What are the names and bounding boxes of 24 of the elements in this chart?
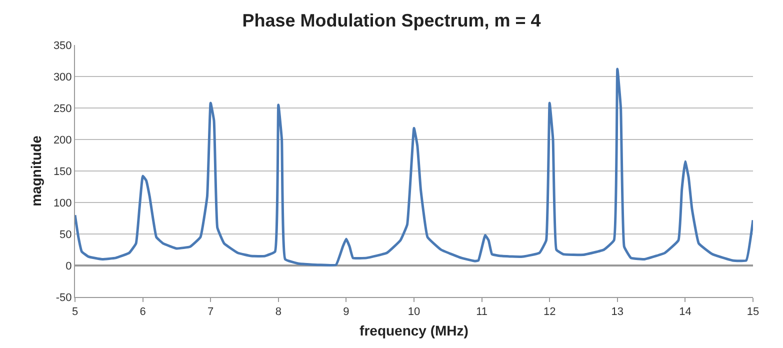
x-tick-label: 8 — [275, 306, 282, 318]
x-tick-label: 13 — [611, 306, 624, 318]
chart-title: Phase Modulation Spectrum, m = 4 — [242, 10, 541, 31]
x-tick-label: 15 — [746, 306, 760, 318]
x-tick-label: 9 — [343, 306, 350, 318]
y-tick-label: 0 — [66, 260, 72, 272]
line-series — [75, 68, 753, 266]
x-axis-title: frequency (MHz) — [360, 322, 468, 338]
x-tick-label: 7 — [208, 306, 214, 318]
x-tick-label: 14 — [679, 306, 692, 318]
y-tick-label: 350 — [53, 40, 72, 52]
y-tick-label: 300 — [53, 71, 72, 84]
y-tick-label: 50 — [60, 228, 72, 241]
x-tick-label: 10 — [408, 306, 420, 318]
x-tick-label: 5 — [72, 306, 78, 318]
y-tick-label: -50 — [56, 292, 72, 304]
x-tick-label: 6 — [140, 306, 146, 318]
x-tick-label: 11 — [476, 306, 488, 318]
y-tick-label: 250 — [53, 102, 72, 115]
y-axis-title: magnitude — [28, 135, 44, 206]
x-tick-label: 12 — [543, 306, 556, 318]
y-tick-label: 150 — [53, 166, 72, 178]
y-tick-label: 200 — [53, 134, 72, 146]
y-tick-label: 100 — [53, 197, 72, 210]
